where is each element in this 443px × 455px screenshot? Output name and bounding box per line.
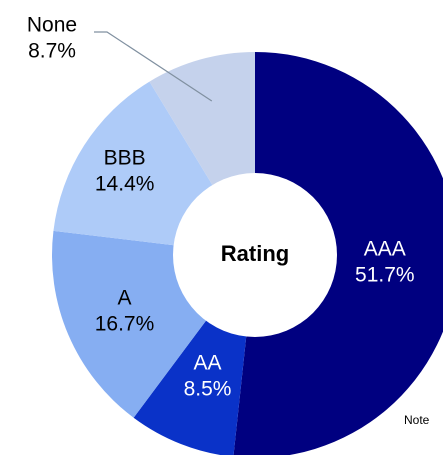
leader-line xyxy=(94,31,213,102)
annotation: Note xyxy=(404,413,430,427)
slice xyxy=(233,52,443,455)
value-label: 8.7% xyxy=(28,40,76,63)
slice-label: AA xyxy=(194,352,222,375)
center-label: Rating xyxy=(221,241,289,266)
value-label: 16.7% xyxy=(95,313,155,336)
value-label: 8.5% xyxy=(184,378,232,401)
donut-hole xyxy=(173,173,337,337)
slice-label: None xyxy=(27,14,77,37)
slice-label: A xyxy=(117,287,131,310)
value-label: 14.4% xyxy=(95,173,155,196)
slice-label: AAA xyxy=(364,237,406,260)
slice-label: BBB xyxy=(104,147,146,170)
value-label: 51.7% xyxy=(355,263,415,286)
